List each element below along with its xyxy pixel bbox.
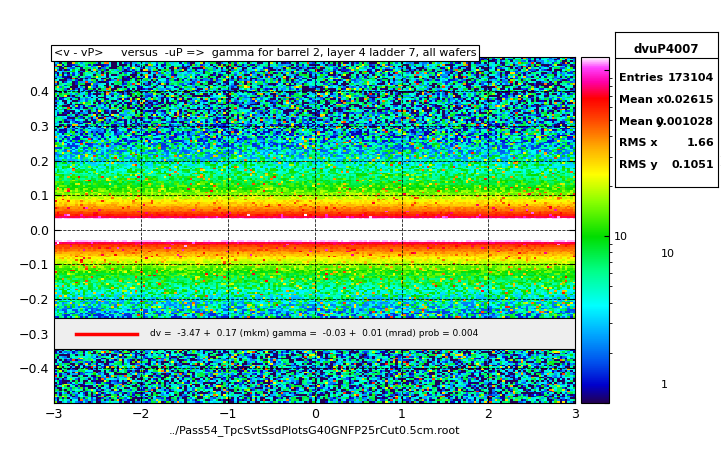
Text: Entries: Entries [619, 73, 663, 83]
Text: RMS x: RMS x [619, 138, 658, 148]
Text: Mean y: Mean y [619, 116, 664, 126]
Text: 10: 10 [660, 249, 674, 259]
Text: dvuP4007: dvuP4007 [634, 43, 699, 56]
Text: 1.66: 1.66 [686, 138, 714, 148]
Text: RMS y: RMS y [619, 160, 658, 170]
Text: 0.02615: 0.02615 [663, 95, 714, 105]
Text: dv =  -3.47 +  0.17 (mkm) gamma =  -0.03 +  0.01 (mrad) prob = 0.004: dv = -3.47 + 0.17 (mkm) gamma = -0.03 + … [150, 329, 478, 338]
X-axis label: ../Pass54_TpcSvtSsdPlotsG40GNFP25rCut0.5cm.root: ../Pass54_TpcSvtSsdPlotsG40GNFP25rCut0.5… [169, 425, 461, 435]
Bar [54, 318, 575, 349]
Text: 0.1051: 0.1051 [671, 160, 714, 170]
Text: Mean x: Mean x [619, 95, 664, 105]
Text: 173104: 173104 [668, 73, 714, 83]
Text: )2: )2 [720, 155, 721, 165]
Text: 1: 1 [660, 380, 668, 390]
Text: <v - vP>     versus  -uP =>  gamma for barrel 2, layer 4 ladder 7, all wafers: <v - vP> versus -uP => gamma for barrel … [54, 48, 477, 58]
Text: 0.001028: 0.001028 [656, 116, 714, 126]
